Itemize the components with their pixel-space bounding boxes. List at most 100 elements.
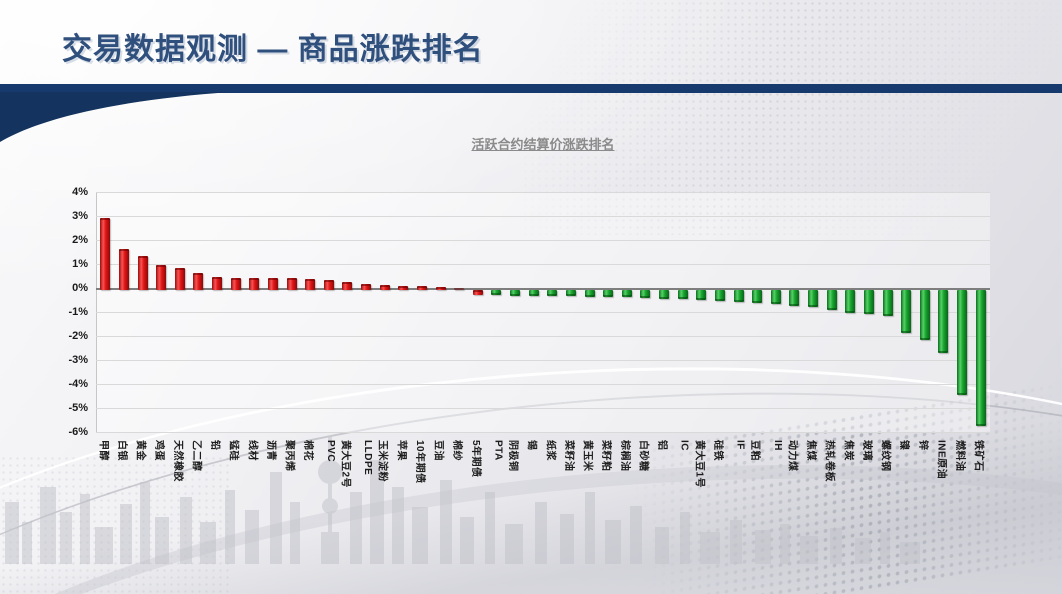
x-axis-label: 锡 — [525, 440, 537, 451]
gridline — [96, 240, 990, 241]
x-axis-label: 铝 — [656, 440, 668, 451]
x-axis-label: 玻璃 — [860, 440, 872, 461]
plot-area — [96, 192, 990, 433]
chart-bar — [361, 284, 372, 290]
chart-bar — [845, 290, 856, 314]
x-axis-label: 豆粕 — [749, 440, 761, 461]
x-axis-label: 甲醇 — [97, 440, 109, 461]
y-axis-tick-label: -5% — [68, 402, 88, 414]
chart-bar — [305, 278, 316, 290]
x-axis-label: 10年期债 — [413, 440, 425, 484]
gridline — [96, 336, 990, 337]
chart-bar — [919, 290, 930, 340]
x-axis-label: 豆油 — [432, 440, 444, 461]
x-axis-label: 螺纹钢 — [879, 440, 891, 472]
x-axis-label: 动力煤 — [786, 440, 798, 472]
chart-bar — [212, 276, 223, 290]
x-axis-label: 棉花 — [302, 440, 314, 461]
chart-bar — [863, 290, 874, 315]
chart-bar — [733, 290, 744, 303]
chart-bar — [398, 285, 409, 290]
x-axis-label: PVC — [324, 440, 336, 463]
chart-bar — [975, 290, 986, 427]
gridline — [96, 264, 990, 265]
x-axis-label: 鸡蛋 — [153, 440, 165, 461]
chart-bar — [454, 287, 465, 290]
chart-bar — [770, 290, 781, 305]
x-axis-label: 阴极铜 — [507, 440, 519, 472]
x-axis-label: 乙二醇 — [190, 440, 202, 472]
x-axis-label: 纸浆 — [544, 440, 556, 461]
chart-bar — [267, 278, 278, 290]
y-axis-tick-label: -6% — [68, 426, 88, 438]
y-axis-tick-label: -2% — [68, 330, 88, 342]
x-axis-label: 苹果 — [395, 440, 407, 461]
chart-bar — [249, 277, 260, 290]
chart-bar — [621, 290, 632, 298]
y-axis-ticks: 4% 3% 2% 1% 0% -1% -2% -3% -4% -5% -6% — [38, 186, 88, 438]
x-axis-label: 铁矿石 — [972, 440, 984, 472]
chart-bar — [323, 280, 334, 290]
chart-bar — [528, 290, 539, 296]
y-axis-tick-label: 0% — [72, 282, 88, 294]
chart-bar — [789, 290, 800, 306]
x-axis-label: 热轧卷板 — [823, 440, 835, 482]
x-axis-label: 白银 — [115, 440, 127, 461]
gridline — [96, 192, 990, 193]
chart-bar — [174, 268, 185, 290]
chart-bar — [286, 278, 297, 290]
y-axis-tick-label: 4% — [72, 186, 88, 198]
x-axis-label: 黄大豆1号 — [693, 440, 705, 489]
chart-bar — [230, 277, 241, 290]
chart-bar — [156, 265, 167, 290]
chart-bar — [584, 290, 595, 297]
x-axis-label: 棉纱 — [451, 440, 463, 461]
x-axis-label: 玉米淀粉 — [376, 440, 388, 482]
chart-bar — [379, 284, 390, 290]
x-axis-label: 镍 — [898, 440, 910, 451]
x-axis-label: 锌 — [916, 440, 928, 451]
x-axis-label: IH — [771, 440, 783, 451]
chart-bar — [696, 290, 707, 300]
y-axis-tick-label: 2% — [72, 234, 88, 246]
chart-bar — [957, 290, 968, 396]
x-axis-label: 硅铁 — [711, 440, 723, 461]
x-axis-label: 棕榈油 — [618, 440, 630, 472]
chart-bar — [640, 290, 651, 298]
x-axis-label: 黄玉米 — [581, 440, 593, 472]
y-axis-tick-label: -4% — [68, 378, 88, 390]
page-title: 交易数据观测 — 商品涨跌排名 — [62, 33, 484, 66]
x-axis-label: 铅 — [209, 440, 221, 451]
gridline — [96, 432, 990, 433]
x-axis-label: 焦炭 — [842, 440, 854, 461]
gridline — [96, 312, 990, 313]
gridline — [96, 216, 990, 217]
x-axis-label: 黄大豆2号 — [339, 440, 351, 489]
chart-bar — [100, 218, 111, 290]
chart-bar — [659, 290, 670, 299]
x-axis-labels: 甲醇 白银 黄金 鸡蛋 天然橡胶 乙二醇铅锰硅 线材 沥青 聚丙烯 棉花 PVC 黄大豆2号 LLDPE… — [96, 440, 990, 550]
y-axis-tick-label: -1% — [68, 306, 88, 318]
gridline — [96, 408, 990, 409]
chart-bar — [901, 290, 912, 333]
header-rule-tail — [0, 92, 232, 142]
chart-bar — [752, 290, 763, 304]
chart-bar — [510, 290, 521, 296]
chart-bar — [882, 290, 893, 316]
x-axis-label: 黄金 — [134, 440, 146, 461]
chart-bar — [435, 287, 446, 290]
chart-bar — [808, 290, 819, 307]
gridline — [96, 360, 990, 361]
gridline — [96, 384, 990, 385]
x-axis-label: 菜籽油 — [562, 440, 574, 472]
chart-bar — [714, 290, 725, 302]
chart-bar — [603, 290, 614, 297]
chart-bar — [472, 290, 483, 295]
x-axis-label: 焦煤 — [805, 440, 817, 461]
y-axis-tick-label: -3% — [68, 354, 88, 366]
x-axis-label: PTA — [492, 440, 504, 461]
chart-bar — [416, 286, 427, 290]
chart-bar — [547, 290, 558, 297]
chart-bar — [342, 282, 353, 290]
x-axis-label: 聚丙烯 — [283, 440, 295, 472]
